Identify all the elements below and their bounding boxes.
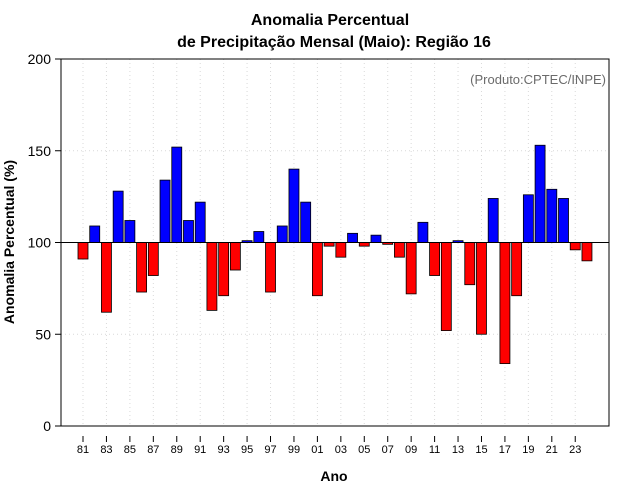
bars-group	[77, 144, 593, 365]
x-tick-label: 15	[475, 444, 487, 456]
bar-2024	[581, 242, 593, 262]
x-tick-label: 07	[382, 444, 394, 456]
y-tick-label: 150	[28, 143, 52, 159]
bar-2005	[358, 242, 370, 247]
bar-1996	[253, 231, 265, 243]
x-tick-label: 13	[452, 444, 464, 456]
bar-1982	[89, 225, 101, 243]
x-tick-label: 83	[100, 444, 112, 456]
bar-1992	[206, 242, 218, 311]
x-tick-label: 03	[335, 444, 347, 456]
x-tick-label: 91	[194, 444, 206, 456]
x-tick-label: 11	[429, 444, 440, 456]
bar-2016	[487, 198, 499, 243]
bar-2014	[464, 242, 476, 286]
x-tick-label: 89	[171, 444, 183, 456]
bar-2001	[311, 242, 323, 297]
y-axis-title: Anomalia Percentual (%)	[1, 160, 17, 324]
y-tick-label: 0	[43, 418, 51, 434]
bar-2019	[522, 194, 534, 243]
x-tick-label: 95	[241, 444, 253, 456]
x-tick-label: 23	[569, 444, 581, 456]
product-credit: (Produto:CPTEC/INPE)	[470, 72, 606, 87]
y-tick-label: 100	[28, 235, 52, 251]
bar-2020	[534, 144, 546, 243]
x-tick-label: 97	[264, 444, 276, 456]
x-axis-title: Ano	[320, 468, 347, 484]
bar-1990	[183, 220, 194, 243]
x-tick-label: 21	[546, 444, 558, 456]
bar-2022	[558, 198, 569, 243]
bar-2006	[370, 234, 382, 243]
x-tick-label: 17	[499, 444, 511, 456]
x-tick-label: 05	[358, 444, 370, 456]
bar-1983	[101, 242, 112, 313]
bar-1993	[218, 242, 230, 297]
bar-2012	[440, 242, 452, 331]
bar-2002	[323, 242, 335, 247]
bar-1994	[229, 242, 241, 271]
bar-1985	[124, 220, 136, 243]
bar-1997	[265, 242, 276, 293]
bar-2023	[569, 242, 581, 251]
x-tick-label: 99	[288, 444, 300, 456]
x-tick-label: 87	[147, 444, 159, 456]
bar-2018	[511, 242, 523, 297]
axes-group: 0 50 100 150 200 81 83 85 87 89 91 93 95 97 99 01 03 05 07…	[28, 51, 610, 456]
x-tick-label: 85	[124, 444, 136, 456]
bar-1986	[136, 242, 148, 293]
x-tick-label: 81	[77, 444, 89, 456]
bar-2003	[335, 242, 347, 258]
bar-2008	[394, 242, 405, 258]
bar-2010	[417, 221, 429, 243]
bar-1987	[147, 242, 159, 276]
x-tick-label: 19	[522, 444, 534, 456]
chart-title-line1: Anomalia Percentual	[251, 12, 409, 29]
bar-2009	[405, 242, 417, 295]
bar-2004	[347, 232, 358, 243]
x-tick-label: 93	[218, 444, 230, 456]
bar-1989	[171, 146, 183, 243]
bar-2000	[300, 201, 312, 243]
bar-2015	[476, 242, 487, 335]
y-tick-label: 50	[35, 326, 51, 342]
bar-1988	[159, 179, 171, 243]
bar-2017	[499, 242, 511, 365]
bar-1981	[77, 242, 89, 260]
bar-2021	[546, 188, 558, 243]
bar-2011	[429, 242, 441, 276]
x-tick-label: 01	[311, 444, 323, 456]
bar-1991	[194, 201, 206, 243]
y-tick-label: 200	[28, 51, 52, 67]
bar-1999	[288, 168, 300, 243]
x-tick-label: 09	[405, 444, 417, 456]
bar-1998	[276, 225, 288, 243]
bar-1984	[112, 190, 124, 243]
chart-title-line2: de Precipitação Mensal (Maio): Região 16	[177, 34, 491, 51]
